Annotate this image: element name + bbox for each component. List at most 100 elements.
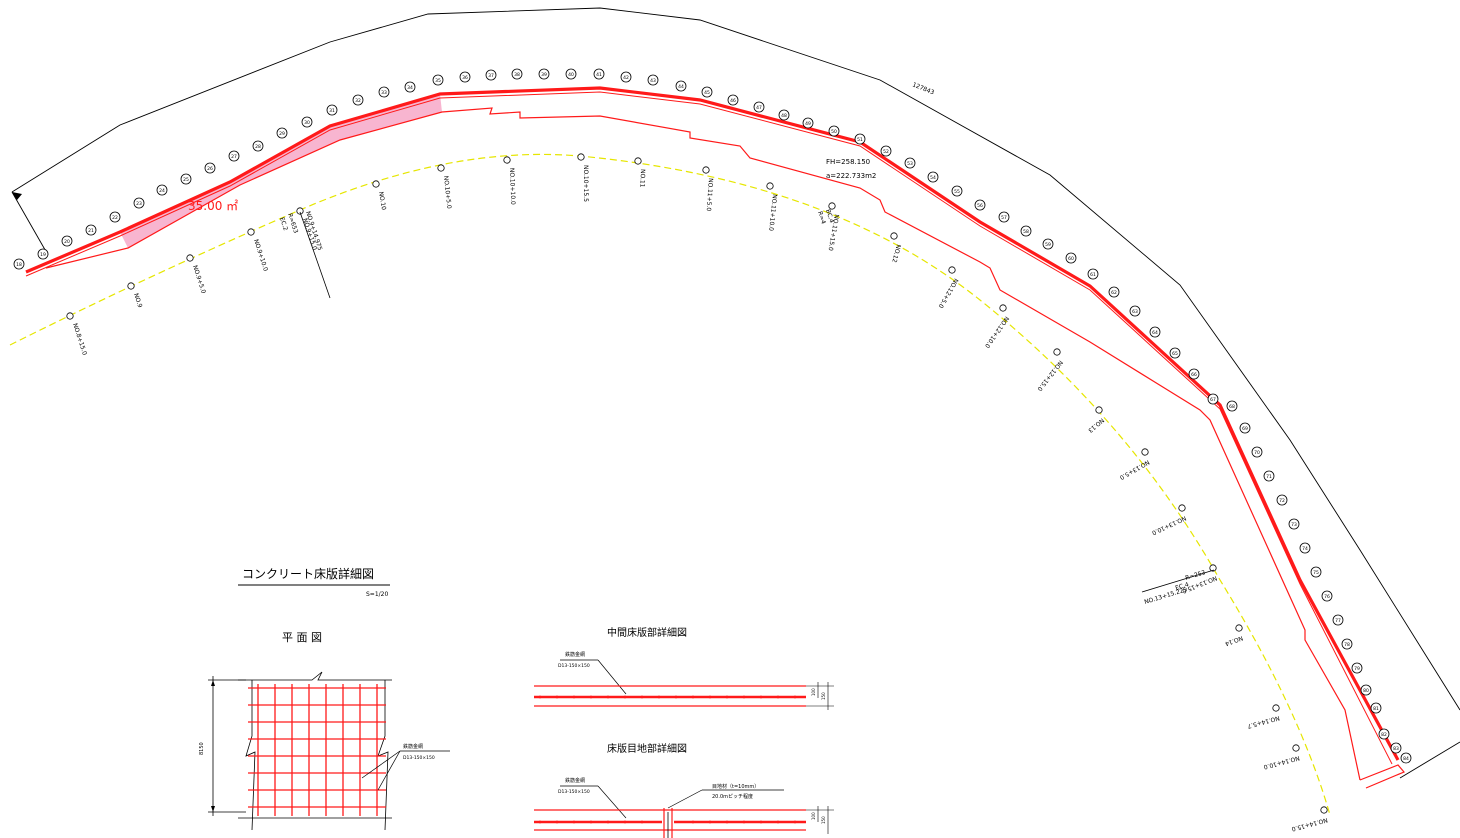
station-circle [127,282,135,290]
marker-circle: 32 [352,94,364,106]
marker-circle: 42 [620,71,632,83]
road-end-cap [1359,764,1405,789]
station-label: NO.14+10.0 [1263,754,1301,770]
a-label: a=222.733m2 [826,172,876,180]
marker-circle: 60 [1065,252,1077,264]
station-label: NO.10+5.0 [442,175,452,209]
marker-circle: 83 [1390,742,1402,754]
svg-text:64: 64 [1152,330,1158,336]
svg-text:82: 82 [1381,732,1387,738]
station-circle [503,156,511,164]
marker-circle: 70 [1251,446,1263,458]
middle-dim-1: 100 [811,688,816,696]
marker-circle: 39 [538,68,550,80]
marker-circle: 40 [565,68,577,80]
station-label: NO.12+5.0 [937,277,960,309]
station-circle [948,266,956,274]
svg-text:24: 24 [159,188,165,194]
svg-text:20: 20 [64,239,70,245]
curve-right-ec: EC.4 [1175,581,1190,592]
marker-circle: 33 [378,86,390,98]
station-label: NO.9+10.0 [252,238,269,272]
marker-circle: 21 [85,224,97,236]
boundary-tick-line [11,191,49,256]
station-circle [186,254,194,262]
marker-circle: 47 [753,101,765,113]
svg-text:69: 69 [1242,426,1248,432]
station-label: NO.11 [638,169,646,188]
station-circle [634,157,642,165]
svg-text:23: 23 [136,201,142,207]
road-edge-inner [45,107,1361,781]
marker-circle: 65 [1169,347,1181,359]
svg-text:62: 62 [1111,290,1117,296]
station-circle [1178,504,1186,512]
marker-circle: 54 [927,171,939,183]
marker-circle: 20 [61,235,73,247]
marker-circle: 28 [252,140,264,152]
svg-text:49: 49 [805,121,811,127]
joint-detail: 床版目地部詳細図 鉄筋金網 D13-150×150 目地材（t=10mm） 20… [534,742,834,838]
marker-circle: 75 [1310,566,1322,578]
svg-text:22: 22 [112,215,118,221]
svg-text:63: 63 [1132,309,1138,315]
marker-circle: 69 [1239,422,1251,434]
svg-text:70: 70 [1254,450,1260,456]
svg-text:74: 74 [1302,546,1308,552]
marker-circle: 51 [854,133,866,145]
station-circle [1053,348,1061,356]
joint-material: 目地材（t=10mm） [712,783,759,790]
marker-circle: 79 [1351,662,1363,674]
svg-text:45: 45 [704,90,710,96]
svg-text:33: 33 [381,90,387,96]
marker-circle: 84 [1400,752,1412,764]
svg-text:84: 84 [1403,756,1409,762]
station-label: NO.11+5.0 [705,178,714,212]
svg-text:81: 81 [1373,706,1379,712]
station-circle [1272,704,1280,712]
svg-text:61: 61 [1090,272,1096,278]
boundary-label: 127843 [911,81,935,96]
svg-text:67: 67 [1210,397,1216,403]
middle-title: 中間床版部詳細図 [607,626,687,639]
plan-rebar-spec: D13-150×150 [403,755,435,761]
road-edge-outer [25,86,1400,761]
svg-text:25: 25 [183,177,189,183]
station-circle [296,207,304,215]
curve-left-tick [299,211,331,299]
site-boundary-line [11,7,1460,711]
marker-circle: 30 [301,116,313,128]
svg-text:46: 46 [730,98,736,104]
station-labels: NO.8+15.0NO.9NO.9+5.0NO.9+10.0NO.9+15.0N… [71,165,1328,832]
marker-circle: 23 [133,197,145,209]
marker-circle: 81 [1370,702,1382,714]
marker-row: 18 19 20 21 22 23 24 25 26 27 28 29 30 31 32 33 34 35 36 37… [13,68,1412,764]
station-label: NO.14+5.7 [1246,714,1280,729]
pink-area-highlight [120,94,442,248]
marker-circle: 38 [511,68,523,80]
middle-rebar-spec: D13-150×150 [558,663,590,669]
station-circle [999,304,1007,312]
svg-text:83: 83 [1393,746,1399,752]
station-circle [1235,624,1243,632]
svg-text:60: 60 [1068,256,1074,262]
station-circles [66,153,1328,814]
svg-text:76: 76 [1324,594,1330,600]
station-label: NO.13+5.0 [1118,458,1150,481]
svg-text:73: 73 [1291,522,1297,528]
curve-right-tick [1141,569,1215,593]
svg-text:31: 31 [329,108,335,114]
station-label: NO.8+15.0 [71,322,88,356]
marker-circle: 18 [13,258,25,270]
svg-text:19: 19 [40,252,46,258]
plan-title: 平 面 図 [282,631,322,644]
svg-text:55: 55 [954,189,960,195]
station-circle [890,232,898,240]
svg-text:52: 52 [883,149,889,155]
station-label: NO.13 [1086,416,1105,433]
boundary-right-line [1399,741,1460,779]
svg-text:80: 80 [1363,688,1369,694]
station-label: NO.14 [1224,634,1244,647]
joint-dim-2: 150 [821,816,826,824]
